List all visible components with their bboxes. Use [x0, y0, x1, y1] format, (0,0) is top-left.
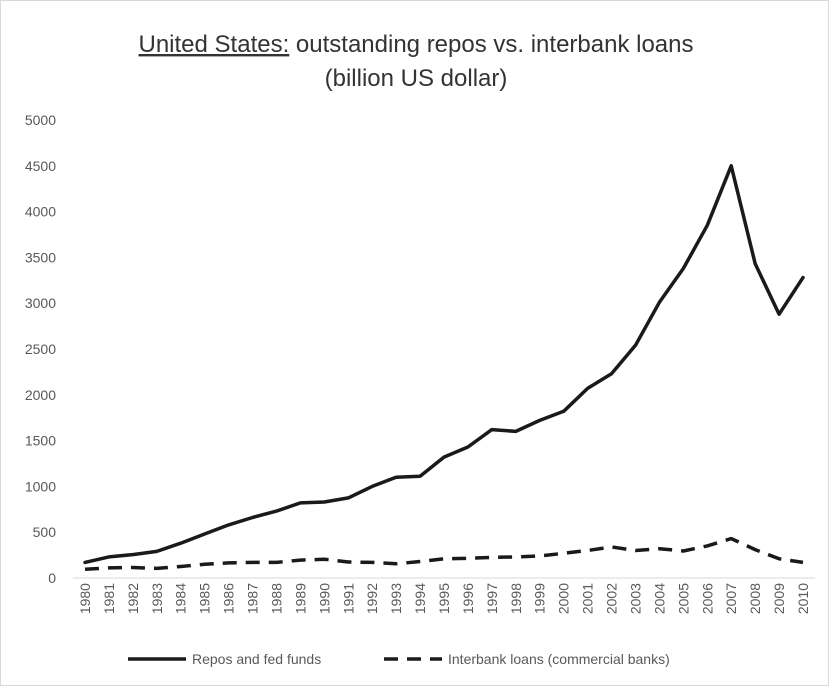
series-line-2: [84, 536, 804, 572]
x-tick-label: 1997: [484, 583, 500, 614]
y-tick-label: 4000: [25, 204, 56, 220]
x-tick-label: 2001: [580, 583, 596, 614]
x-tick-label: 1995: [436, 583, 452, 614]
x-tick-label: 1990: [316, 583, 332, 614]
x-tick-label: 2008: [747, 583, 763, 614]
legend: Repos and fed funds Interbank loans (comm…: [128, 651, 670, 667]
y-tick-label: 1500: [25, 433, 56, 449]
x-tick-label: 1982: [125, 583, 141, 614]
y-tick-label: 2500: [25, 341, 56, 357]
y-tick-label: 0: [48, 570, 56, 586]
y-tick-label: 500: [33, 524, 57, 540]
x-tick-label: 1985: [197, 583, 213, 614]
x-tick-label: 1987: [245, 583, 261, 614]
y-tick-label: 3500: [25, 249, 56, 265]
x-tick-label: 1983: [149, 583, 165, 614]
x-tick-label: 1986: [221, 583, 237, 614]
x-tick-label: 1984: [173, 583, 189, 614]
chart-title-country: United States:: [139, 31, 290, 58]
chart-title-line2: (billion US dollar): [325, 65, 508, 92]
x-tick-label: 1988: [268, 583, 284, 614]
x-tick-label: 1981: [101, 583, 117, 614]
x-tick-label: 2004: [651, 583, 667, 614]
chart-title-rest: outstanding repos vs. interbank loans: [289, 31, 693, 58]
x-tick-label: 1992: [364, 583, 380, 614]
x-tick-label: 2003: [627, 583, 643, 614]
x-tick-label: 1989: [292, 583, 308, 614]
x-tick-label: 2000: [556, 583, 572, 614]
x-axis-ticks: 1980 1981 1982 1983 1984 1985 1986 1987 1988 1989…: [77, 583, 811, 614]
legend-label-1: Repos and fed funds: [192, 651, 321, 667]
y-tick-label: 4500: [25, 158, 56, 174]
x-tick-label: 2006: [699, 583, 715, 614]
x-tick-label: 2002: [604, 583, 620, 614]
x-tick-label: 2010: [795, 583, 811, 614]
chart-title-line1: United States: outstanding repos vs. int…: [139, 31, 694, 58]
y-tick-label: 2000: [25, 387, 56, 403]
x-tick-label: 1993: [388, 583, 404, 614]
x-tick-label: 2007: [723, 583, 739, 614]
y-axis-ticks: 0 500 1000 1500 2000 2500 3000 3500 4000 4500 5000: [25, 112, 56, 586]
x-tick-label: 2009: [771, 583, 787, 614]
legend-label-2: Interbank loans (commercial banks): [448, 651, 670, 667]
x-tick-label: 1994: [412, 583, 428, 614]
y-tick-label: 1000: [25, 478, 56, 494]
y-tick-label: 5000: [25, 112, 56, 128]
x-tick-label: 1980: [77, 583, 93, 614]
x-tick-label: 1996: [460, 583, 476, 614]
x-tick-label: 1991: [340, 583, 356, 614]
x-tick-label: 1999: [532, 583, 548, 614]
series-layer: [83, 164, 805, 572]
x-tick-label: 1998: [508, 583, 524, 614]
x-tick-label: 2005: [675, 583, 691, 614]
series-line-1: [83, 164, 805, 565]
y-tick-label: 3000: [25, 295, 56, 311]
